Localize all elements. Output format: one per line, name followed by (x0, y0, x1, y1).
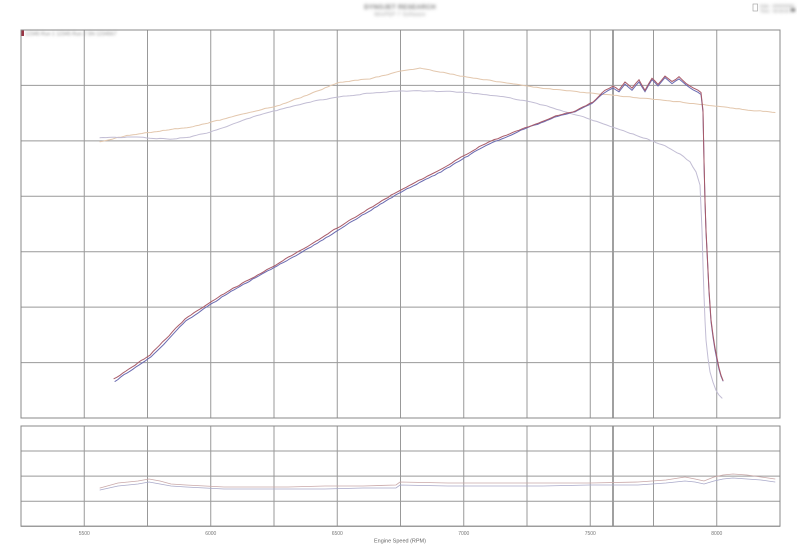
svg-text:7000: 7000 (458, 531, 469, 537)
svg-text:6000: 6000 (205, 531, 216, 537)
svg-text:6500: 6500 (332, 531, 343, 537)
svg-text:5500: 5500 (79, 531, 90, 537)
svg-text:7500: 7500 (585, 531, 596, 537)
svg-text:Engine Speed (RPM): Engine Speed (RPM) (374, 539, 426, 544)
svg-text:Time : 00:00:00: Time : 00:00:00 (760, 8, 790, 13)
svg-text:DYNOJET RESEARCH: DYNOJET RESEARCH (364, 4, 436, 11)
svg-text:8000: 8000 (711, 531, 722, 537)
svg-text:12345 Run 1 12345 Run 2 SN 1: 12345 Run 1 12345 Run 2 SN 1234567 (25, 32, 117, 38)
svg-text:WinPEP 7 Software: WinPEP 7 Software (374, 12, 426, 18)
